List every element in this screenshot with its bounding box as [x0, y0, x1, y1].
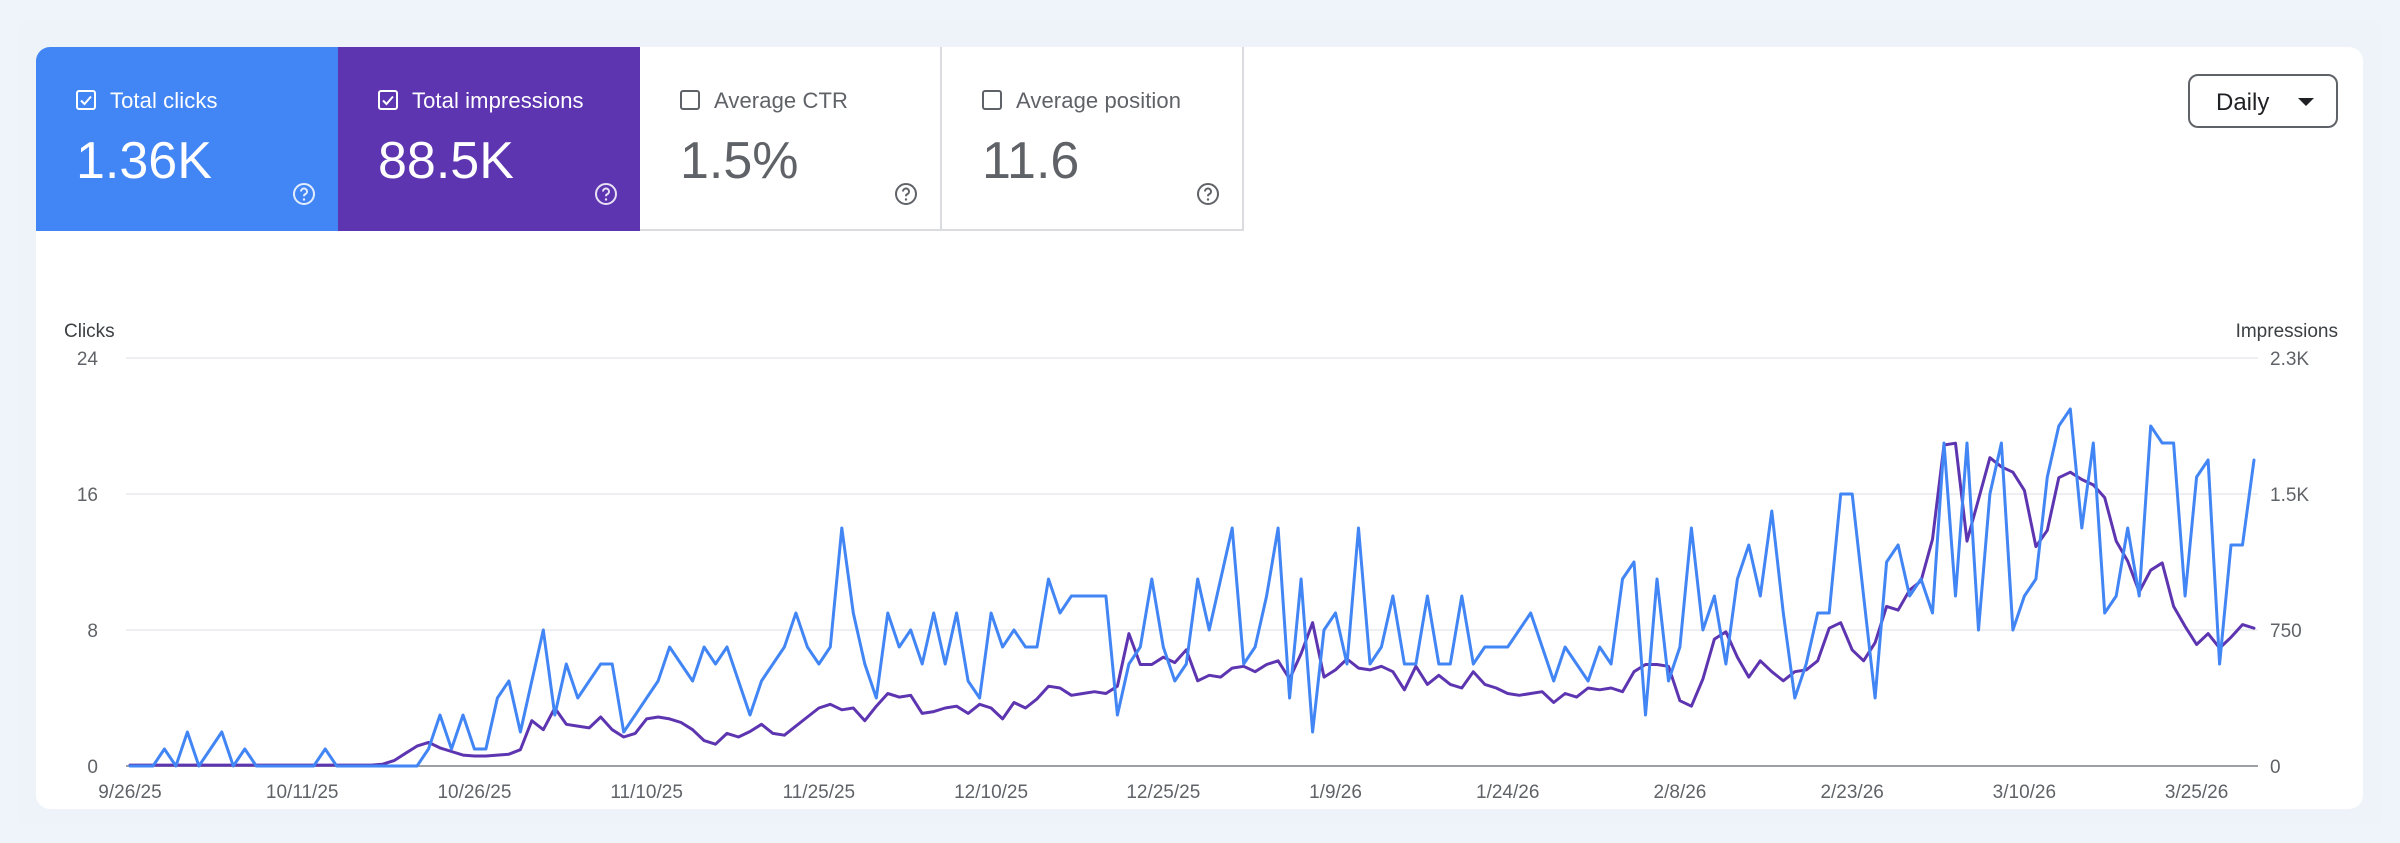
metric-tile-total-clicks[interactable]: Total clicks 1.36K	[36, 47, 338, 231]
x-tick-label: 10/11/25	[266, 782, 339, 803]
x-tick-label: 2/23/26	[1820, 782, 1883, 803]
x-tick-label: 12/25/25	[1126, 782, 1200, 803]
metric-label: Total clicks	[110, 88, 218, 113]
y-right-tick-label: 1.5K	[2270, 485, 2309, 506]
y-right-axis-title: Impressions	[2236, 321, 2338, 342]
metric-tiles: Total clicks 1.36K Total impressions 88.…	[36, 47, 1244, 231]
x-tick-label: 9/26/25	[98, 782, 161, 803]
series-line-total-clicks	[128, 407, 2256, 768]
y-left-tick-label: 8	[87, 621, 98, 642]
checkbox-icon[interactable]	[680, 90, 700, 110]
y-right-tick-label: 0	[2270, 757, 2281, 778]
metric-tile-total-impressions[interactable]: Total impressions 88.5K	[338, 47, 640, 231]
check-icon[interactable]	[378, 90, 398, 110]
help-circle-icon[interactable]	[594, 182, 618, 206]
metric-tile-average-ctr[interactable]: Average CTR 1.5%	[640, 47, 942, 231]
metric-value: 1.5%	[680, 132, 799, 190]
metric-label: Average CTR	[714, 88, 848, 113]
x-tick-label: 11/25/25	[783, 782, 856, 803]
x-tick-label: 10/26/25	[437, 782, 511, 803]
period-dropdown-label: Daily	[2216, 89, 2270, 116]
x-tick-label: 1/24/26	[1476, 782, 1539, 803]
y-left-tick-label: 0	[87, 757, 98, 778]
y-right-tick-label: 750	[2270, 621, 2302, 642]
metric-label: Average position	[1016, 88, 1182, 113]
help-circle-icon[interactable]	[292, 182, 316, 206]
metric-value: 1.36K	[76, 132, 212, 190]
check-icon[interactable]	[76, 90, 96, 110]
x-tick-label: 11/10/25	[610, 782, 683, 803]
metric-value: 88.5K	[378, 132, 514, 190]
series-line-total-impressions	[128, 441, 2256, 767]
y-left-tick-label: 24	[77, 349, 99, 370]
y-left-tick-label: 16	[77, 485, 98, 506]
x-tick-label: 3/25/26	[2165, 782, 2228, 803]
performance-card: Total clicks 1.36K Total impressions 88.…	[36, 47, 2363, 809]
metric-tile-average-position[interactable]: Average position 11.6	[942, 47, 1244, 231]
metric-label: Total impressions	[412, 88, 584, 113]
x-tick-label: 12/10/25	[954, 782, 1028, 803]
x-tick-label: 1/9/26	[1309, 782, 1362, 803]
performance-chart: 0 8 16 24 0 750 1.5K 2.3K Clicks Impressions 9/26/…	[64, 321, 2338, 803]
y-left-axis-title: Clicks	[64, 321, 115, 342]
x-tick-label: 3/10/26	[1993, 782, 2056, 803]
checkbox-icon[interactable]	[982, 90, 1002, 110]
y-right-tick-label: 2.3K	[2270, 349, 2309, 370]
metric-value: 11.6	[982, 132, 1080, 190]
period-dropdown[interactable]: Daily	[2188, 74, 2338, 128]
help-circle-icon[interactable]	[894, 182, 918, 206]
x-tick-label: 2/8/26	[1654, 782, 1707, 803]
caret-down-icon	[2298, 98, 2314, 106]
help-circle-icon[interactable]	[1196, 182, 1220, 206]
